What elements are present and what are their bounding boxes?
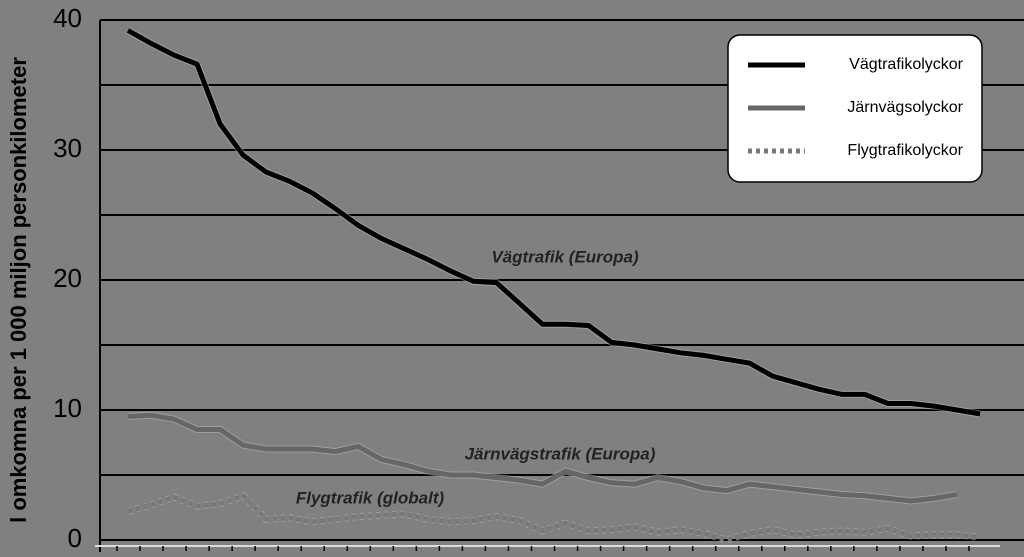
legend-label: Flygtrafikolyckor	[847, 142, 963, 159]
annotation: Vägtrafik (Europa)	[491, 247, 639, 266]
y-axis-label: l omkomna per 1 000 miljon personkilomet…	[6, 57, 31, 523]
series-line	[127, 492, 981, 543]
legend-label: Järnvägsolyckor	[847, 99, 963, 116]
y-tick-label: 30	[53, 133, 82, 163]
legend-box	[727, 34, 983, 183]
y-tick-label: 10	[53, 393, 82, 423]
annotation: Järnvägstrafik (Europa)	[465, 444, 656, 463]
y-tick-label: 20	[53, 263, 82, 293]
y-tick-label: 40	[53, 3, 82, 33]
legend-label: Vägtrafikolyckor	[849, 56, 963, 73]
series-line	[126, 28, 981, 417]
y-tick-label: 0	[68, 523, 82, 553]
series-line	[127, 412, 958, 504]
annotation: Flygtrafik (globalt)	[296, 488, 445, 507]
